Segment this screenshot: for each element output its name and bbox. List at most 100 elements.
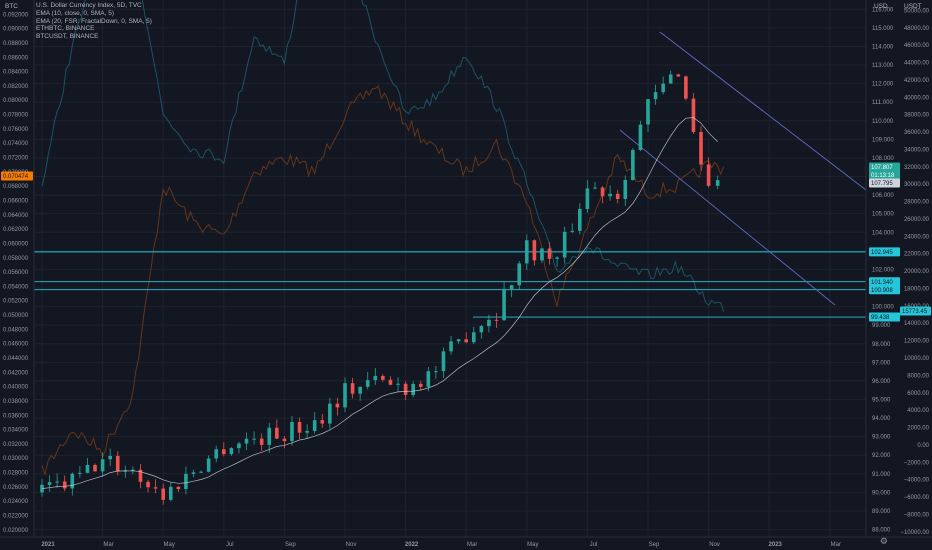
time-axis-tick: Sep [285,542,296,548]
candle-body [206,458,211,472]
usd-axis-tick: 110.000 [872,119,894,125]
level-tag-1: 102.945 [871,250,893,256]
level-tag-4: 99.438 [871,315,890,321]
left-axis-tick: 0.076000 [3,127,29,133]
candle-body [115,455,120,472]
candle-body [184,473,188,490]
price-tags: 107.807 01:13:18 107.795 102.945 101.340 100.… [1,162,931,322]
left-axis-tick: 0.022000 [3,514,29,520]
time-axis-tick: Jul [590,542,598,548]
usdt-axis-tick: 10000.00 [904,356,930,362]
candle-body [653,92,658,100]
ethbtc-last-tag: 0.070474 [3,174,29,180]
level-tag-1-bg [869,247,900,257]
candle-body [570,230,575,232]
candle-body [456,339,461,342]
candle-body [547,248,552,259]
candle-body [396,383,400,385]
left-axis-tick: 0.036000 [3,413,29,419]
channel-upper [659,31,867,191]
usd-axis-tick: 114.000 [872,44,894,50]
usd-axis-tick: 106.000 [872,193,894,199]
candle-body [70,473,75,489]
candle-body [275,427,279,439]
legend-item-dxy[interactable]: U.S. Dollar Currency Index, 5D, TVC [36,2,142,9]
usdt-axis-tick: 14000.00 [904,321,930,327]
candle-body [55,481,59,483]
candle-body [161,488,165,500]
candle-body [131,469,135,471]
usdt-scale-label: USDT [904,3,922,10]
usdt-axis-tick: 46000.00 [904,43,930,49]
usd-axis-tick: 92.000 [872,453,891,459]
usd-axis-tick: 109.000 [872,137,894,143]
usd-axis-tick: 89.000 [872,509,891,515]
usd-axis-tick: 94.000 [872,416,891,422]
usd-axis-tick: 93.000 [872,435,891,441]
usdt-axis-tick: 12000.00 [904,339,930,345]
countdown-tag-bg [869,170,900,180]
legend-item-btcusdt[interactable]: BTCUSDT, BINANCE [36,33,99,41]
candle-body [312,420,317,432]
countdown-tag: 01:13:18 [871,173,895,179]
left-axis-tick: 0.090000 [3,27,29,33]
dxy-close-tag: 107.807 [871,165,893,171]
left-axis-tick: 0.084000 [3,70,29,76]
left-axis-tick: 0.056000 [3,270,29,276]
time-axis-tick: Sep [649,542,660,548]
level-tag-4-bg [869,312,900,322]
candle-body [381,375,385,380]
candle-body [411,383,415,395]
legend: U.S. Dollar Currency Index, 5D, TVC EMA … [36,2,152,41]
legend-item-ema20[interactable]: EMA (20, FSR: FractalDown, 0, SMA, 5) [36,17,152,25]
time-axis[interactable]: 2021 Mar May Jul Sep Nov 2022 Mar May Jul Sep Nov 20… [0,536,932,548]
usdt-axis-tick: 4000.00 [907,408,929,414]
candle-body [388,379,393,385]
usdt-axis-tick: 36000.00 [904,130,930,136]
usdt-axis-tick: 24000.00 [904,234,930,240]
candle-body [237,443,241,449]
left-axis-tick: 0.044000 [3,356,29,362]
time-axis-tick: Nov [709,542,720,548]
ema-line-path [41,117,718,489]
left-axis-tick: 0.026000 [3,485,29,491]
left-axis-tick: 0.058000 [3,256,29,262]
candle-body [418,383,423,387]
candle-body [426,371,431,387]
usdt-axis-tick: 22000.00 [904,252,930,258]
candle-body [100,459,105,472]
left-axis-tick: 0.082000 [3,84,29,90]
grid [34,0,866,537]
candle-body [646,99,650,125]
dxy-close-tag-bg [869,162,900,172]
gear-icon[interactable]: ⚙ [879,536,888,546]
left-axis-tick: 0.080000 [3,98,29,104]
legend-item-ema10[interactable]: EMA (10, close, 0, SMA, 5) [36,9,115,17]
candle-body [593,187,597,189]
time-axis-tick: Mar [103,542,113,548]
time-axis-tick: May [164,542,175,548]
usd-axis-tick: 116.000 [872,7,894,13]
usd-axis-tick: 108.000 [872,156,894,162]
legend-item-ethbtc[interactable]: ETHBTC, BINANCE [36,25,95,33]
usd-axis-tick: 88.000 [872,528,891,534]
candle-body [153,487,158,489]
usdt-axis-tick: 30000.00 [904,182,930,188]
usdt-axis-tick: 8000.00 [907,373,929,379]
candle-body [608,193,612,197]
usd-axis-tick: 96.000 [872,379,891,385]
candle-body [138,469,143,482]
ethbtc-series [41,84,725,476]
left-axis-tick: 0.072000 [3,156,29,162]
candle-body [93,464,97,472]
candle-body [365,380,370,387]
level-tag-2: 101.340 [871,280,893,286]
left-axis-tick: 0.066000 [3,198,29,204]
candle-body [449,341,453,352]
usd-axis-tick: 115.000 [872,26,894,32]
left-axis-tick: 0.052000 [3,299,29,305]
candle-body [85,464,90,473]
usdt-axis-tick: −6000.00 [904,495,930,501]
